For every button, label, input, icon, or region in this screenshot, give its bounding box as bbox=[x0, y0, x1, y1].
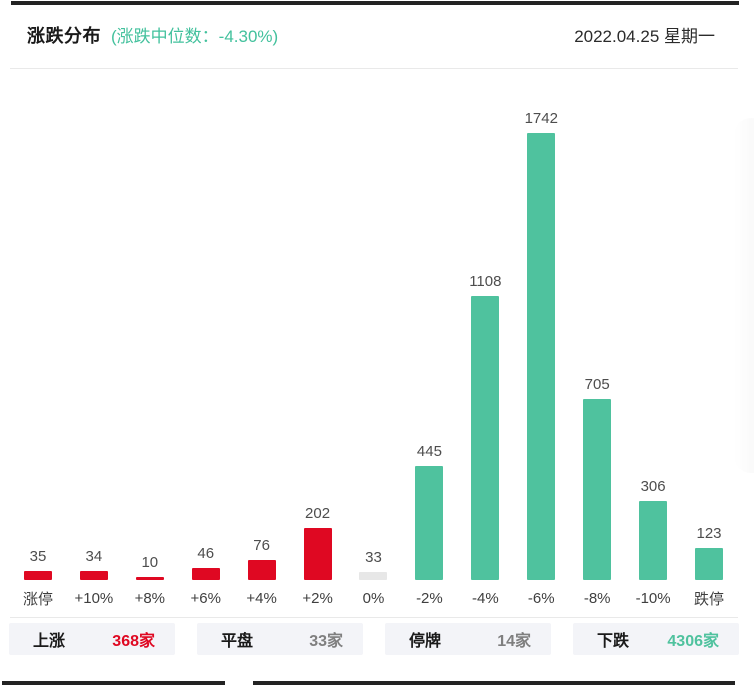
summary-box-停牌: 停牌 14家 bbox=[385, 623, 551, 655]
summary-label: 停牌 bbox=[409, 633, 442, 650]
panel-title: 涨跌分布 bbox=[27, 26, 101, 46]
category-label: 涨停 bbox=[22, 591, 53, 608]
summary-label: 下跌 bbox=[597, 633, 630, 650]
summary-box-平盘: 平盘 33家 bbox=[197, 623, 363, 655]
category-label: -6% bbox=[527, 590, 555, 607]
category-label: +4% bbox=[246, 590, 277, 607]
bar-value-label: 1108 bbox=[469, 273, 502, 290]
category-label: +2% bbox=[302, 590, 333, 607]
bottom-card-edge-left bbox=[2, 681, 225, 685]
bar-chart: 35 涨停 34 +10% 10 +8% 46 +6% 76 +4% 202 +2% 33 0% 445 -2… bbox=[10, 69, 737, 617]
bar-+4% bbox=[247, 560, 276, 580]
summary-value: 14家 bbox=[497, 633, 531, 650]
bar--2% bbox=[415, 466, 444, 580]
chart-column-+6%: 46 +6% bbox=[178, 69, 234, 617]
category-label: 跌停 bbox=[694, 591, 725, 608]
bar-+2% bbox=[303, 528, 332, 580]
top-accent-bar bbox=[11, 1, 739, 5]
chart-column-+8%: 10 +8% bbox=[122, 69, 178, 617]
summary-label: 上涨 bbox=[33, 633, 66, 650]
bar-value-label: 1742 bbox=[524, 110, 558, 127]
bar-value-label: 33 bbox=[365, 549, 382, 566]
chart-column-+2%: 202 +2% bbox=[290, 69, 346, 617]
category-label: -8% bbox=[583, 590, 611, 607]
chart-column-跌停: 123 跌停 bbox=[681, 69, 737, 617]
bar-value-label: 445 bbox=[416, 443, 442, 460]
summary-value: 368家 bbox=[112, 633, 155, 650]
summary-value: 33家 bbox=[309, 633, 343, 650]
header-divider bbox=[10, 68, 738, 69]
bar-+8% bbox=[135, 577, 164, 580]
bar-涨停 bbox=[23, 571, 52, 580]
category-label: 0% bbox=[362, 590, 385, 607]
bar--6% bbox=[527, 133, 556, 580]
category-label: +10% bbox=[74, 590, 114, 607]
chart-column--6%: 1742 -6% bbox=[513, 69, 569, 617]
bar-value-label: 34 bbox=[85, 548, 103, 565]
summary-box-下跌: 下跌 4306家 bbox=[573, 623, 739, 655]
category-label: +8% bbox=[134, 590, 166, 607]
summary-box-上涨: 上涨 368家 bbox=[9, 623, 175, 655]
chart-column-+4%: 76 +4% bbox=[234, 69, 290, 617]
chart-column--2%: 445 -2% bbox=[401, 69, 457, 617]
bar-0% bbox=[359, 572, 388, 580]
bar-value-label: 10 bbox=[141, 554, 159, 571]
bar-value-label: 76 bbox=[253, 537, 270, 554]
category-label: -2% bbox=[416, 590, 443, 607]
chart-column--4%: 1108 -4% bbox=[457, 69, 513, 617]
date-label: 2022.04.25 星期一 bbox=[574, 27, 715, 46]
bar-value-label: 46 bbox=[197, 545, 215, 562]
panel-header: 涨跌分布 (涨跌中位数：-4.30%) 2022.04.25 星期一 bbox=[27, 22, 715, 48]
bar--8% bbox=[583, 399, 612, 580]
bar--4% bbox=[471, 296, 500, 580]
bottom-card-edge-right bbox=[253, 681, 735, 685]
bar-value-label: 705 bbox=[584, 376, 610, 393]
bar-value-label: 35 bbox=[29, 548, 47, 565]
bar-value-label: 306 bbox=[640, 478, 666, 495]
chart-column--10%: 306 -10% bbox=[625, 69, 681, 617]
category-label: +6% bbox=[190, 590, 221, 607]
chart-column-涨停: 35 涨停 bbox=[10, 69, 66, 617]
right-edge-decoration bbox=[734, 118, 754, 473]
chart-column--8%: 705 -8% bbox=[569, 69, 625, 617]
summary-value: 4306家 bbox=[667, 633, 719, 650]
bar--10% bbox=[639, 501, 668, 580]
bar-+10% bbox=[79, 571, 108, 580]
bar-+6% bbox=[191, 568, 220, 580]
summary-label: 平盘 bbox=[221, 633, 254, 650]
bar-value-label: 202 bbox=[305, 505, 331, 522]
category-label: -4% bbox=[471, 590, 499, 607]
bar-value-label: 123 bbox=[696, 525, 722, 542]
median-change-subtitle: (涨跌中位数：-4.30%) bbox=[111, 27, 279, 46]
summary-row: 上涨 368家 平盘 33家 停牌 14家 下跌 4306家 bbox=[9, 623, 739, 655]
category-label: -10% bbox=[635, 590, 671, 607]
bar-跌停 bbox=[695, 548, 724, 580]
chart-divider bbox=[10, 617, 738, 618]
chart-column-+10%: 34 +10% bbox=[66, 69, 122, 617]
chart-column-0%: 33 0% bbox=[346, 69, 402, 617]
